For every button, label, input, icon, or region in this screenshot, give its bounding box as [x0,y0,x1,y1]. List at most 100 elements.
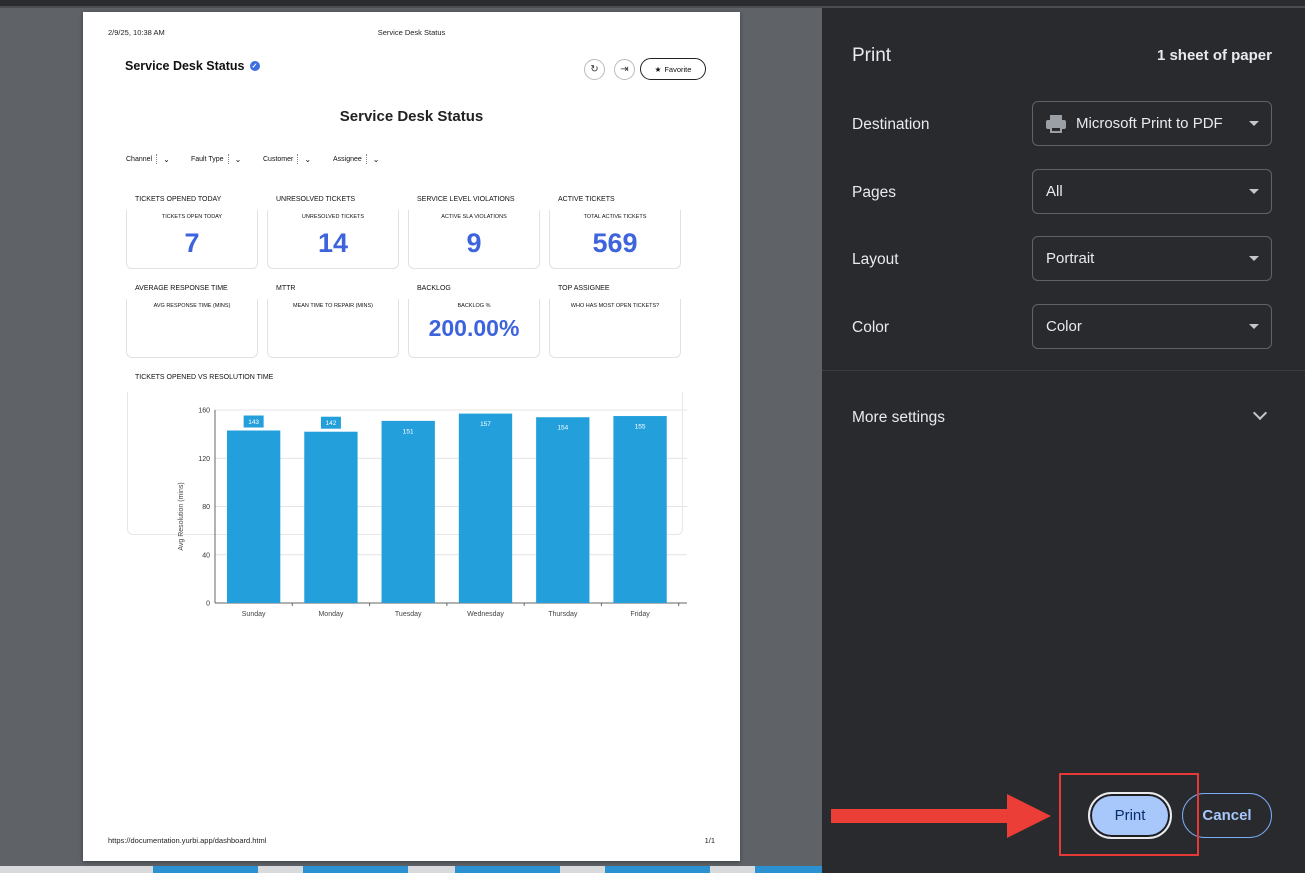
print-header-title: Service Desk Status [377,28,446,37]
x-tick-label: Thursday [548,611,578,618]
kpi-value: 569 [592,228,638,258]
filter-customer[interactable]: Customer ⌄ [263,154,311,164]
chevron-down-icon: ⌄ [372,154,380,164]
kpi-label: BACKLOG [417,285,451,292]
data-label: 151 [403,428,414,435]
kpi-label: MTTR [276,285,296,292]
preview-page: 2/9/25, 10:38 AM Service Desk Status Ser… [83,12,740,861]
cancel-button[interactable]: Cancel [1182,793,1272,838]
sheet-count: 1 sheet of paper [1156,47,1272,64]
dropdown-caret-icon [1249,189,1259,194]
star-icon: ★ [654,64,662,74]
chart-section-label: TICKETS OPENED VS RESOLUTION TIME [135,374,274,381]
dropdown-caret-icon [1249,256,1259,261]
kpi-value: 7 [184,228,200,258]
kpi-label: TOP ASSIGNEE [558,285,610,292]
verified-check-icon: ✓ [249,61,260,71]
data-label-box [320,416,341,429]
dashboard-title: Service Desk Status ✓ [125,59,260,73]
kpi-label: ACTIVE TICKETS [558,196,615,203]
kpi-sub: AVG RESPONSE TIME (MINS) [153,303,231,309]
favorite-button[interactable]: ★ Favorite [640,58,706,80]
filter-label: Channel [126,155,153,163]
kpi-card-mttr: MEAN TIME TO REPAIR (MINS) [267,299,399,358]
bar [226,430,281,603]
chevron-down-icon: ⌄ [304,154,312,164]
pages-value: All [1046,183,1063,200]
refresh-button[interactable]: ↻ [584,59,605,80]
export-button[interactable]: ⇥ [614,59,635,80]
filter-fault-type[interactable]: Fault Type ⌄ [191,154,241,164]
data-label: 154 [557,425,568,432]
kpi-sub: TICKETS OPEN TODAY [161,214,223,220]
chevron-down-icon[interactable] [1252,405,1268,421]
print-settings-panel: Print 1 sheet of paper Destination Micro… [822,8,1305,873]
kpi-sub: ACTIVE SLA VIOLATIONS [441,214,507,220]
y-tick-label: 120 [198,456,210,463]
kpi-label: UNRESOLVED TICKETS [276,196,356,203]
background-page-edge [0,866,822,873]
filter-channel[interactable]: Channel ⌄ [126,154,170,164]
kpi-label: TICKETS OPENED TODAY [135,196,222,203]
kpi-sub: TOTAL ACTIVE TICKETS [583,214,647,220]
x-tick-label: Wednesday [467,611,504,618]
data-label: 142 [325,420,336,427]
annotation-highlight-box [1059,773,1199,856]
x-tick-label: Tuesday [395,611,422,618]
kpi-card-avg-response-time: AVG RESPONSE TIME (MINS) [126,299,258,358]
kpi-value: 9 [466,228,482,258]
kpi-sub: UNRESOLVED TICKETS [301,214,365,220]
data-label: 143 [248,419,259,426]
kpi-card-unresolved-tickets: UNRESOLVED TICKETS 14 [267,210,399,269]
destination-value: Microsoft Print to PDF [1076,115,1223,132]
destination-select[interactable]: Microsoft Print to PDF [1032,101,1272,146]
data-label-box [243,415,264,428]
y-axis-label: Avg Resolution (mins) [178,482,185,550]
y-tick-label: 40 [202,552,210,559]
color-label: Color [852,319,890,336]
data-label: 155 [635,424,646,431]
window-top-strip [0,0,1305,8]
layout-select[interactable]: Portrait [1032,236,1272,281]
refresh-icon: ↻ [590,64,599,75]
bar [458,413,513,603]
color-value: Color [1046,318,1082,335]
kpi-card-backlog: BACKLOG % 200.00% [408,299,540,358]
panel-divider [822,370,1305,371]
kpi-card-active-tickets: TOTAL ACTIVE TICKETS 569 [549,210,681,269]
filter-label: Assignee [333,155,362,163]
layout-label: Layout [852,251,899,268]
print-button[interactable]: Print [1088,792,1172,839]
pages-select[interactable]: All [1032,169,1272,214]
print-footer-url: https://documentation.yurbi.app/dashboar… [108,836,267,845]
dropdown-caret-icon [1249,121,1259,126]
x-tick-label: Monday [318,611,343,618]
kpi-card-sla-violations: ACTIVE SLA VIOLATIONS 9 [408,210,540,269]
bar [304,431,358,603]
bar [381,420,435,603]
annotation-arrow-icon [831,794,1051,838]
more-settings-toggle[interactable]: More settings [852,409,946,426]
kpi-value: 200.00% [428,315,520,341]
data-label: 157 [480,421,491,428]
chevron-down-icon: ⌄ [234,154,242,164]
layout-value: Portrait [1046,250,1095,267]
kpi-label: SERVICE LEVEL VIOLATIONS [417,196,515,203]
filter-assignee[interactable]: Assignee ⌄ [333,154,380,164]
dashboard-heading: Service Desk Status [339,108,484,125]
y-tick-label: 160 [198,408,210,415]
chevron-down-icon: ⌄ [163,154,170,164]
x-tick-label: Friday [630,611,650,618]
bar [613,416,667,603]
dashboard-title-text: Service Desk Status [125,59,245,73]
print-footer-page-number: 1/1 [704,836,715,845]
filter-label: Fault Type [191,155,224,163]
bar-chart: 0 40 80 120 160 Avg Resolution (mins) 143 Sunda… [178,408,687,618]
bar [536,417,590,603]
dropdown-caret-icon [1249,324,1259,329]
color-select[interactable]: Color [1032,304,1272,349]
printer-icon [1046,114,1066,133]
pages-label: Pages [852,184,896,201]
kpi-label: AVERAGE RESPONSE TIME [135,285,228,292]
x-tick-label: Sunday [242,611,266,618]
